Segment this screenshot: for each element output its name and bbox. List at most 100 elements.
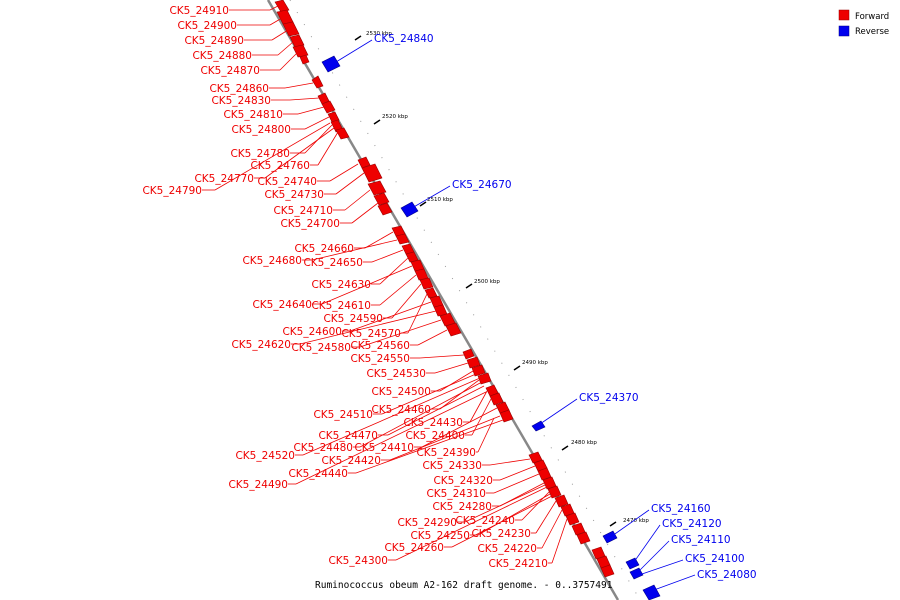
gene-block bbox=[554, 494, 569, 508]
gene-label-text: CK5_24580 bbox=[291, 342, 351, 354]
gene-block bbox=[537, 467, 552, 481]
gene-label-text: CK5_24080 bbox=[697, 569, 757, 581]
gene-label-text: CK5_24840 bbox=[374, 33, 434, 45]
gene-label-text: CK5_24590 bbox=[323, 313, 383, 325]
gene-label: CK5_24580 bbox=[291, 319, 442, 354]
gene-block bbox=[419, 277, 434, 290]
gene-label: CK5_24590 bbox=[323, 283, 422, 325]
legend-label: Reverse bbox=[855, 27, 889, 37]
gene-label-text: CK5_24620 bbox=[231, 339, 291, 351]
gene-label: CK5_24680 bbox=[242, 239, 398, 267]
gene-label: CK5_24560 bbox=[350, 329, 448, 352]
gene-label-text: CK5_24100 bbox=[685, 553, 745, 565]
gene-label-text: CK5_24780 bbox=[230, 148, 290, 160]
gene-label-text: CK5_24550 bbox=[350, 353, 410, 365]
gene-block bbox=[377, 202, 393, 216]
gene-label: CK5_24630 bbox=[311, 257, 409, 291]
gene-label-text: CK5_24390 bbox=[416, 447, 476, 459]
forward-gene-blocks bbox=[274, 0, 615, 578]
gene-block bbox=[299, 54, 310, 65]
legend: Forward Reverse bbox=[838, 9, 889, 37]
gene-label-text: CK5_24830 bbox=[211, 95, 271, 107]
gene-label: CK5_24530 bbox=[366, 362, 469, 380]
gene-block bbox=[367, 180, 387, 196]
gene-label-text: CK5_24790 bbox=[142, 185, 202, 197]
gene-label-text: CK5_24640 bbox=[252, 299, 312, 311]
gene-label-text: CK5_24510 bbox=[313, 409, 373, 421]
gene-label-text: CK5_24870 bbox=[200, 65, 260, 77]
gene-block bbox=[317, 92, 330, 105]
gene-label: CK5_24330 bbox=[422, 458, 531, 472]
kbp-label: 2510 kbp bbox=[427, 197, 453, 203]
gene-label-text: CK5_24320 bbox=[433, 475, 493, 487]
gene-label: CK5_24650 bbox=[303, 249, 404, 269]
gene-label: CK5_24080 bbox=[653, 569, 757, 591]
gene-label-text: CK5_24570 bbox=[341, 328, 401, 340]
gene-label: CK5_24250 bbox=[410, 493, 551, 542]
gene-block bbox=[629, 567, 644, 580]
kbp-tick-2470: 2470 kbp bbox=[609, 518, 649, 527]
gene-label: CK5_24790 bbox=[142, 122, 331, 197]
gene-label: CK5_24640 bbox=[252, 265, 413, 311]
gene-block bbox=[424, 287, 438, 299]
kbp-label: 2480 kbp bbox=[571, 440, 597, 446]
gene-label-text: CK5_24500 bbox=[371, 386, 431, 398]
gene-block bbox=[602, 530, 618, 544]
gene-label: CK5_24600 bbox=[282, 301, 432, 338]
gene-label-text: CK5_24760 bbox=[250, 160, 310, 172]
gene-label-text: CK5_24480 bbox=[293, 442, 353, 454]
gene-block bbox=[400, 201, 419, 218]
gene-label-text: CK5_24110 bbox=[671, 534, 731, 546]
gene-block bbox=[542, 476, 557, 490]
gene-label: CK5_24430 bbox=[403, 390, 488, 429]
kbp-label: 2500 kbp bbox=[474, 279, 500, 285]
gene-label-text: CK5_24490 bbox=[228, 479, 288, 491]
gene-block bbox=[373, 192, 390, 206]
kbp-tick-2480: 2480 kbp bbox=[561, 440, 597, 451]
gene-block bbox=[361, 163, 383, 183]
gene-block bbox=[600, 564, 615, 578]
gene-label-text: CK5_24910 bbox=[169, 5, 229, 17]
gene-label: CK5_24420 bbox=[321, 415, 501, 467]
gene-block bbox=[445, 322, 462, 337]
gene-label-text: CK5_24700 bbox=[280, 218, 340, 230]
gene-label: CK5_24310 bbox=[426, 473, 540, 500]
gene-label: CK5_24760 bbox=[250, 131, 339, 172]
gene-label: CK5_24880 bbox=[192, 41, 294, 62]
gene-block bbox=[477, 372, 492, 385]
kbp-tick-2500: 2500 kbp bbox=[465, 279, 500, 289]
gene-block bbox=[499, 409, 514, 423]
gene-label: CK5_24260 bbox=[384, 495, 553, 554]
legend-item-forward: Forward bbox=[838, 9, 889, 22]
gene-label-text: CK5_24600 bbox=[282, 326, 342, 338]
gene-block bbox=[405, 251, 419, 263]
gene-block bbox=[560, 503, 575, 517]
kbp-label: 2470 kbp bbox=[623, 518, 649, 524]
gene-block bbox=[395, 233, 410, 245]
gene-label-text: CK5_24370 bbox=[579, 392, 639, 404]
gene-label-text: CK5_24470 bbox=[318, 430, 378, 442]
legend-label: Forward bbox=[855, 12, 889, 22]
gene-label-text: CK5_24650 bbox=[303, 257, 363, 269]
gene-label: CK5_24470 bbox=[318, 385, 485, 442]
gene-block bbox=[327, 111, 340, 123]
gene-label: CK5_24870 bbox=[200, 51, 299, 77]
gene-block bbox=[321, 55, 341, 73]
gene-block bbox=[335, 127, 350, 140]
gene-block bbox=[571, 522, 586, 536]
gene-label: CK5_24810 bbox=[223, 106, 325, 121]
gene-label: CK5_24830 bbox=[211, 95, 320, 107]
gene-label: CK5_24460 bbox=[371, 379, 480, 416]
gene-label-text: CK5_24560 bbox=[350, 340, 410, 352]
gene-block bbox=[321, 100, 336, 114]
kbp-ticks: 2530 kbp 2520 kbp 2510 kbp 2500 kbp 2490… bbox=[354, 31, 649, 527]
kbp-label: 2530 kbp bbox=[366, 31, 392, 37]
gene-label: CK5_24160 bbox=[611, 503, 711, 537]
gene-label-text: CK5_24860 bbox=[209, 83, 269, 95]
gene-block bbox=[547, 485, 562, 499]
gene-label-text: CK5_24740 bbox=[257, 176, 317, 188]
gene-label: CK5_24840 bbox=[335, 33, 434, 63]
gene-block bbox=[591, 546, 606, 560]
gene-label-text: CK5_24610 bbox=[311, 300, 371, 312]
gene-label-text: CK5_24280 bbox=[432, 501, 492, 513]
